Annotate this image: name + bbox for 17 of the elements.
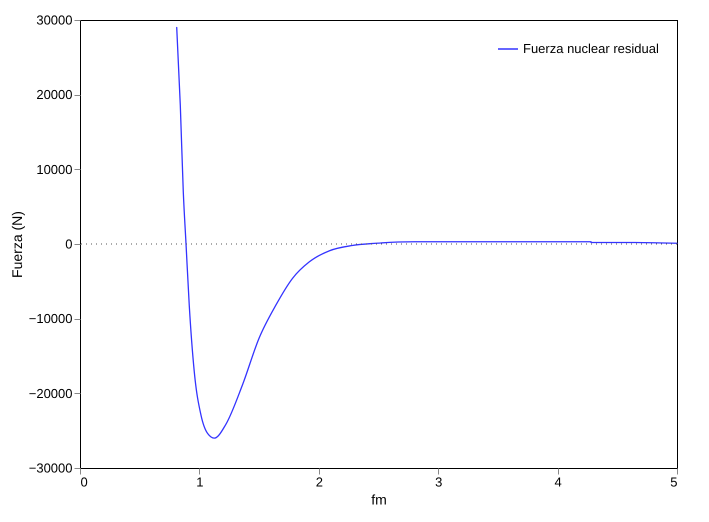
y-tick-label: −10000 bbox=[28, 311, 72, 326]
x-tick-label: 2 bbox=[316, 474, 323, 490]
y-axis-title: Fuerza (N) bbox=[8, 211, 25, 278]
y-tick-label: 30000 bbox=[36, 12, 72, 28]
legend-label: Fuerza nuclear residual bbox=[523, 41, 659, 56]
x-axis-title: fm bbox=[371, 492, 387, 508]
line-series bbox=[176, 26, 678, 439]
x-tick-label: 0 bbox=[80, 474, 88, 490]
x-tick-label: 4 bbox=[554, 474, 562, 490]
y-tick-label: −20000 bbox=[28, 386, 72, 401]
x-tick-label: 1 bbox=[196, 474, 204, 490]
y-tick-label: 20000 bbox=[36, 87, 72, 102]
x-tick-label: 5 bbox=[670, 474, 678, 490]
y-tick-label: −30000 bbox=[28, 460, 72, 476]
y-tick-label: 0 bbox=[65, 236, 72, 252]
y-tick-label: 10000 bbox=[36, 162, 72, 177]
x-tick-label: 3 bbox=[435, 474, 442, 490]
